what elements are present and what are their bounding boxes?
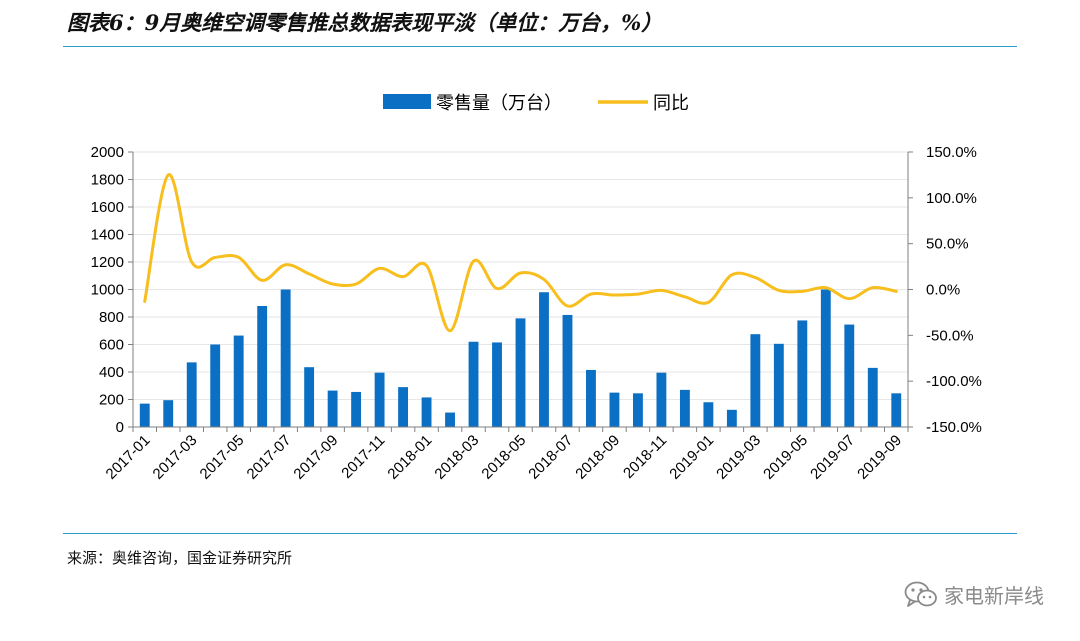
bar-2019-02	[726, 409, 737, 427]
bar-2018-05	[515, 318, 526, 427]
y-left-tick-label: 200	[99, 392, 124, 409]
x-tick-label: 2018-03	[431, 432, 482, 483]
y-left-tick-label: 1200	[91, 254, 124, 271]
legend-label-bar: 零售量（万台）	[436, 93, 562, 114]
x-tick-label: 2019-09	[854, 432, 905, 483]
bar-2019-09	[891, 393, 902, 427]
watermark-text: 家电新岸线	[944, 584, 1044, 608]
y-right-tick-label: 0.0%	[926, 282, 960, 299]
x-tick-label: 2018-11	[620, 432, 670, 482]
figure-title: 图表6：9月奥维空调零售推总数据表现平淡（单位：万台，%）	[67, 10, 663, 35]
y-right-tick-label: 150.0%	[926, 144, 977, 161]
bar-2017-09	[327, 390, 338, 427]
y-right-tick-label: -50.0%	[926, 327, 974, 344]
x-tick-label: 2017-03	[150, 432, 201, 483]
bar-2018-02	[445, 412, 455, 427]
bar-2018-08	[586, 369, 596, 427]
y-right-tick-label: 100.0%	[926, 190, 977, 207]
y-left-tick-label: 600	[99, 337, 124, 354]
x-tick-label: 2018-07	[525, 432, 576, 483]
bar-2019-04	[773, 343, 784, 427]
yoy-line	[143, 173, 898, 333]
source-divider	[63, 533, 1017, 534]
bar-2019-07	[844, 324, 855, 427]
x-tick-label: 2019-05	[760, 432, 811, 483]
x-tick-label: 2018-05	[478, 432, 529, 483]
bar-2019-05	[797, 320, 808, 427]
bar-2017-11	[374, 372, 385, 427]
watermark: 家电新岸线	[904, 580, 1044, 609]
y-left-tick-label: 0	[116, 419, 124, 436]
bar-2017-05	[233, 335, 244, 427]
bar-2017-03	[186, 362, 197, 427]
y-right-tick-label: -150.0%	[926, 419, 982, 436]
bar-2019-03	[750, 334, 761, 427]
x-tick-label: 2018-01	[384, 432, 435, 483]
bar-2018-09	[609, 392, 620, 427]
bar-2019-06	[820, 289, 831, 427]
y-left-tick-label: 400	[99, 364, 124, 381]
bar-2019-08	[867, 367, 878, 427]
y-left-tick-label: 1600	[91, 199, 124, 216]
x-tick-label: 2017-05	[197, 432, 248, 483]
y-left-tick-label: 1400	[91, 227, 124, 244]
bar-2018-11	[656, 372, 667, 427]
title-divider	[63, 46, 1017, 47]
bar-2017-08	[304, 367, 315, 427]
bar-2017-04	[210, 344, 221, 427]
bar-2017-06	[257, 306, 268, 427]
y-left-tick-label: 800	[99, 309, 124, 326]
bar-2018-10	[632, 393, 643, 427]
y-left-tick-label: 1800	[91, 172, 124, 189]
bar-2017-12	[398, 387, 409, 427]
legend-label-line: 同比	[653, 93, 689, 114]
bar-2017-02	[163, 400, 174, 427]
bar-2017-01	[139, 403, 150, 427]
bar-2018-06	[539, 292, 549, 427]
x-tick-label: 2017-11	[338, 432, 388, 482]
x-tick-label: 2017-01	[103, 432, 154, 483]
x-tick-label: 2018-09	[572, 432, 623, 483]
x-tick-label: 2017-09	[290, 432, 341, 483]
source-note: 来源：奥维咨询，国金证券研究所	[67, 549, 293, 567]
x-tick-label: 2019-03	[713, 432, 764, 483]
bar-2018-07	[562, 314, 573, 427]
y-right-tick-label: -100.0%	[926, 373, 982, 390]
x-tick-label: 2019-01	[666, 432, 717, 483]
legend-swatch-bar	[383, 94, 431, 109]
x-tick-label: 2017-07	[244, 432, 295, 483]
y-left-tick-label: 1000	[91, 282, 124, 299]
bar-2018-01	[421, 397, 432, 427]
bar-2017-10	[351, 391, 362, 427]
wechat-icon	[904, 581, 938, 609]
bar-2018-12	[679, 389, 690, 427]
bar-2017-07	[280, 289, 291, 427]
bar-2018-03	[468, 341, 479, 427]
y-right-tick-label: 50.0%	[926, 236, 969, 253]
y-left-tick-label: 2000	[91, 144, 124, 161]
bar-2019-01	[703, 402, 714, 427]
bar-2018-04	[492, 342, 502, 427]
x-tick-label: 2019-07	[807, 432, 858, 483]
